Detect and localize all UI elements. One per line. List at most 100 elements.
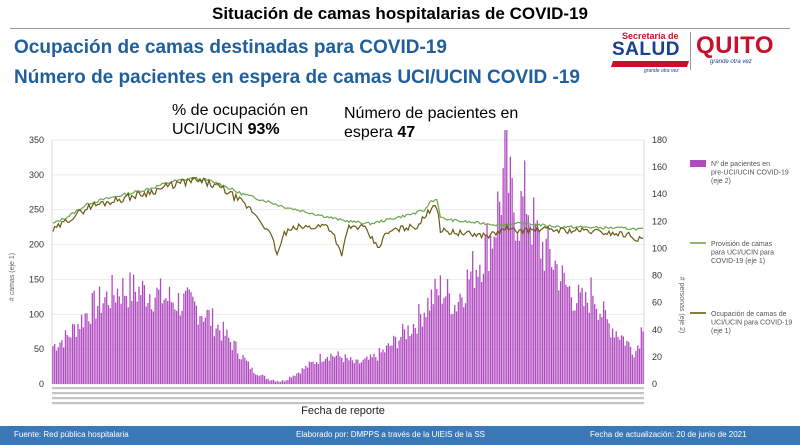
bar-271 (538, 229, 540, 384)
bar-269 (534, 224, 537, 384)
bar-275 (545, 238, 547, 384)
bar-210 (428, 310, 431, 384)
bar-163 (344, 354, 346, 384)
bar-105 (240, 359, 242, 384)
bar-66 (170, 301, 172, 384)
bar-44 (131, 301, 133, 384)
bar-299 (588, 312, 590, 384)
bar-113 (254, 374, 257, 384)
bar-4 (59, 342, 61, 384)
bar-54 (149, 294, 151, 384)
bar-264 (525, 213, 528, 384)
bar-294 (579, 292, 581, 384)
bar-94 (220, 340, 223, 384)
bar-50 (141, 280, 144, 384)
bar-127 (280, 381, 282, 384)
bar-253 (506, 130, 508, 384)
bar-303 (595, 308, 598, 384)
bar-18 (84, 313, 86, 384)
bar-52 (145, 306, 147, 384)
bar-204 (418, 304, 420, 384)
bar-81 (197, 324, 199, 384)
bar-231 (466, 269, 468, 384)
bar-11 (71, 323, 74, 384)
salud-logo-stripe (610, 61, 690, 67)
bar-196 (403, 329, 406, 384)
bar-43 (129, 272, 131, 384)
bar-177 (369, 354, 372, 384)
bar-49 (140, 295, 142, 384)
bar-246 (493, 236, 495, 384)
bar-161 (341, 357, 343, 384)
bar-298 (586, 302, 589, 384)
bar-190 (393, 335, 395, 384)
bar-162 (342, 362, 345, 384)
bar-181 (376, 360, 379, 384)
bar-79 (193, 301, 196, 384)
bar-35 (115, 302, 117, 384)
bar-149 (319, 353, 321, 384)
bar-147 (315, 362, 318, 384)
bar-270 (536, 220, 538, 384)
bar-225 (455, 311, 458, 384)
bar-182 (378, 347, 381, 384)
bar-212 (432, 304, 434, 384)
bar-23 (93, 290, 95, 384)
bar-72 (181, 310, 183, 384)
bar-316 (619, 339, 621, 384)
bar-267 (531, 244, 533, 384)
bar-221 (448, 293, 451, 384)
bar-248 (497, 191, 499, 384)
bar-155 (330, 353, 332, 384)
bar-215 (437, 295, 440, 384)
bar-31 (107, 305, 110, 384)
bar-197 (405, 339, 407, 384)
bar-287 (567, 287, 569, 384)
report-title: Situación de camas hospitalarias de COVI… (211, 4, 589, 23)
bar-121 (269, 380, 271, 384)
bar-273 (541, 241, 544, 384)
right-tick-160: 160 (652, 162, 667, 172)
bar-97 (226, 329, 228, 384)
bar-104 (238, 359, 241, 384)
bar-156 (332, 356, 334, 384)
bar-78 (192, 296, 194, 384)
bar-207 (423, 312, 425, 384)
bar-227 (459, 293, 461, 384)
bar-16 (80, 314, 83, 384)
bar-191 (394, 336, 397, 384)
bar-84 (202, 321, 205, 384)
bar-90 (213, 336, 215, 384)
bar-234 (472, 251, 474, 384)
bar-133 (290, 377, 293, 384)
bar-176 (367, 359, 370, 384)
bar-236 (475, 269, 477, 384)
bar-148 (317, 363, 320, 384)
bar-46 (134, 291, 137, 384)
bar-56 (152, 311, 155, 384)
bar-237 (477, 276, 479, 384)
bar-326 (637, 345, 639, 384)
bar-203 (416, 333, 418, 384)
bar-83 (201, 316, 203, 384)
bar-135 (294, 375, 296, 384)
bar-312 (611, 328, 614, 384)
bar-189 (391, 345, 393, 384)
bar-216 (439, 275, 442, 384)
bar-249 (498, 201, 501, 384)
bar-185 (384, 352, 386, 384)
quito-logo-name: QUITO (696, 32, 775, 59)
bar-82 (199, 315, 201, 384)
bar-276 (547, 226, 549, 384)
bar-302 (594, 304, 596, 384)
bar-36 (116, 288, 119, 384)
bar-150 (321, 362, 323, 384)
bar-60 (159, 278, 162, 384)
bar-290 (572, 310, 574, 384)
bar-244 (489, 235, 492, 384)
chart-legend: Nº de pacientes en pre-UCI/UCIN COVID-19(… (690, 160, 792, 335)
bar-328 (640, 327, 642, 384)
bar-138 (299, 373, 302, 384)
bar-116 (260, 374, 262, 384)
bar-67 (172, 302, 174, 384)
